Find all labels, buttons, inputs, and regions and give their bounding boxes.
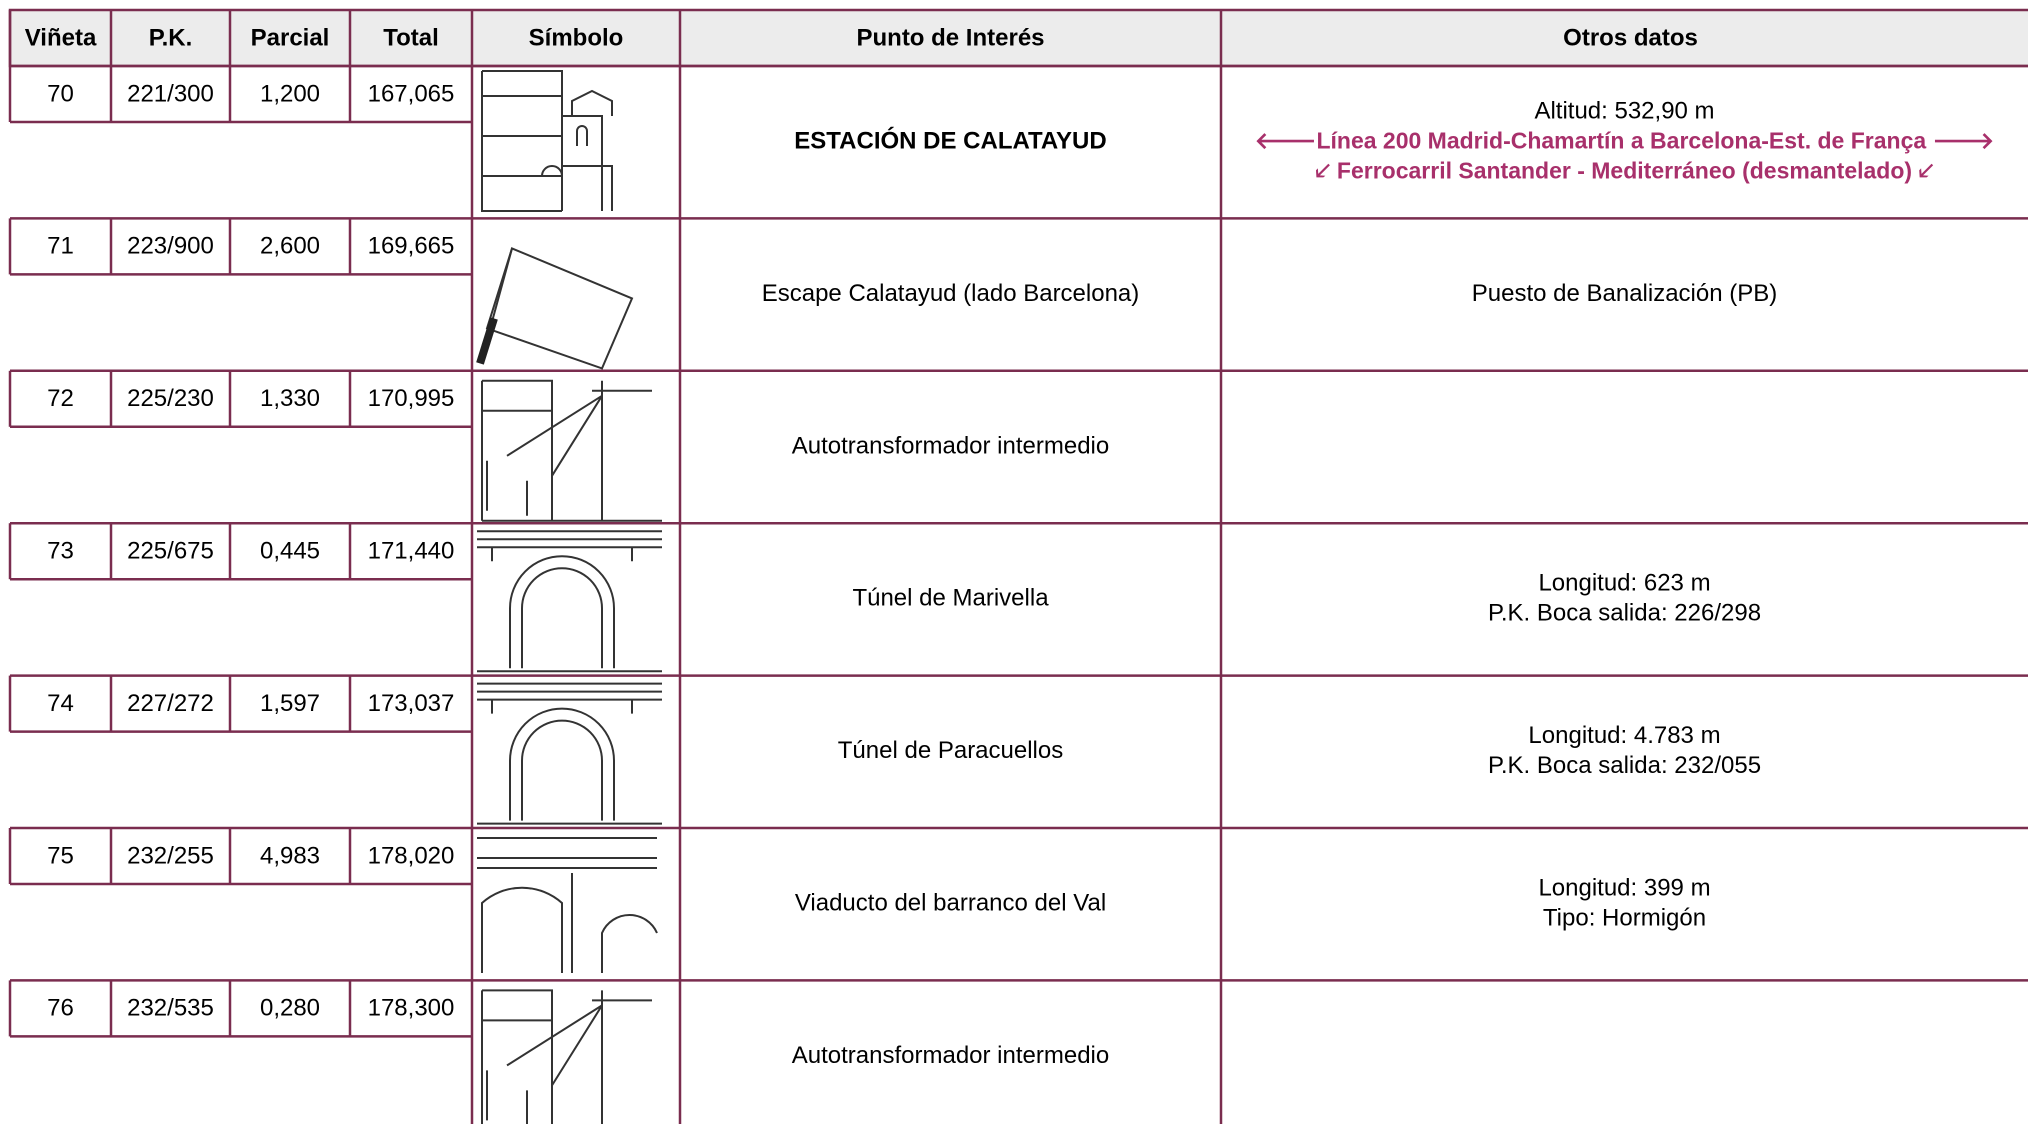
header-cell: Otros datos [1563, 24, 1698, 51]
header-cell: Viñeta [25, 24, 97, 51]
cell-text: 227/272 [127, 690, 214, 717]
symbol-stroke [481, 70, 613, 212]
cell-text: 178,300 [368, 995, 455, 1022]
symbol [477, 530, 662, 673]
header-cell: Punto de Interés [856, 24, 1044, 51]
symbol-stroke [481, 989, 652, 1124]
cell-text: 0,445 [260, 538, 320, 565]
cell-text: 225/230 [127, 385, 214, 412]
cell-text: 70 [47, 80, 74, 107]
cell-text: 170,995 [368, 385, 455, 412]
cell-text: 173,037 [368, 690, 455, 717]
symbol [481, 70, 613, 212]
cell-text: 1,330 [260, 385, 320, 412]
symbol [477, 837, 658, 973]
symbol-stroke [485, 247, 634, 370]
cell-text: 232/535 [127, 995, 214, 1022]
header-cell: Símbolo [529, 24, 624, 51]
cell-text: 4,983 [260, 842, 320, 869]
symbol [476, 247, 634, 370]
cell-text: 225/675 [127, 538, 214, 565]
other-data: Tipo: Hormigón [1543, 905, 1706, 932]
other-data: Altitud: 532,90 m [1534, 98, 1714, 125]
cell-text: 76 [47, 995, 74, 1022]
header-cell: P.K. [149, 24, 193, 51]
symbol-stroke [481, 379, 662, 522]
other-data: 🡐Línea 200 Madrid-Chamartín a Barcelona-… [1255, 127, 1994, 153]
other-data: 🡗 Ferrocarril Santander - Mediterráneo (… [1315, 157, 1933, 183]
other-data: P.K. Boca salida: 226/298 [1488, 600, 1761, 627]
cell-text: 169,665 [368, 233, 455, 260]
other-data: Longitud: 623 m [1538, 570, 1710, 597]
other-data: Puesto de Banalización (PB) [1472, 280, 1778, 307]
cell-text: 223/900 [127, 233, 214, 260]
cell-text: 1,597 [260, 690, 320, 717]
header-cell: Parcial [251, 24, 330, 51]
cell-text: 221/300 [127, 80, 214, 107]
symbol [481, 379, 662, 522]
cell-text: 2,600 [260, 233, 320, 260]
symbol [481, 989, 652, 1124]
cell-text: 71 [47, 233, 74, 260]
cell-text: 171,440 [368, 538, 455, 565]
cell-text: 178,020 [368, 842, 455, 869]
header-cell: Total [383, 24, 439, 51]
point-of-interest: Autotransformador intermedio [792, 1042, 1109, 1069]
symbol-stroke [477, 837, 658, 973]
point-of-interest: ESTACIÓN DE CALATAYUD [794, 127, 1106, 155]
point-of-interest: Túnel de Paracuellos [838, 737, 1063, 764]
cell-text: 72 [47, 385, 74, 412]
symbol-stroke [477, 530, 662, 673]
cell-text: 1,200 [260, 80, 320, 107]
cell-text: 167,065 [368, 80, 455, 107]
symbol-stroke [477, 682, 662, 825]
point-of-interest: Autotransformador intermedio [792, 432, 1109, 459]
cell-text: 74 [47, 690, 74, 717]
point-of-interest: Escape Calatayud (lado Barcelona) [762, 280, 1140, 307]
point-of-interest: Túnel de Marivella [852, 585, 1049, 612]
other-data: Longitud: 399 m [1538, 875, 1710, 902]
cell-text: 232/255 [127, 842, 214, 869]
cell-text: 0,280 [260, 995, 320, 1022]
symbol [477, 682, 662, 825]
cell-text: 75 [47, 842, 74, 869]
point-of-interest: Viaducto del barranco del Val [795, 890, 1106, 917]
other-data: P.K. Boca salida: 232/055 [1488, 752, 1761, 779]
symbol-stroke [476, 317, 498, 365]
cell-text: 73 [47, 538, 74, 565]
other-data: Longitud: 4.783 m [1528, 722, 1720, 749]
